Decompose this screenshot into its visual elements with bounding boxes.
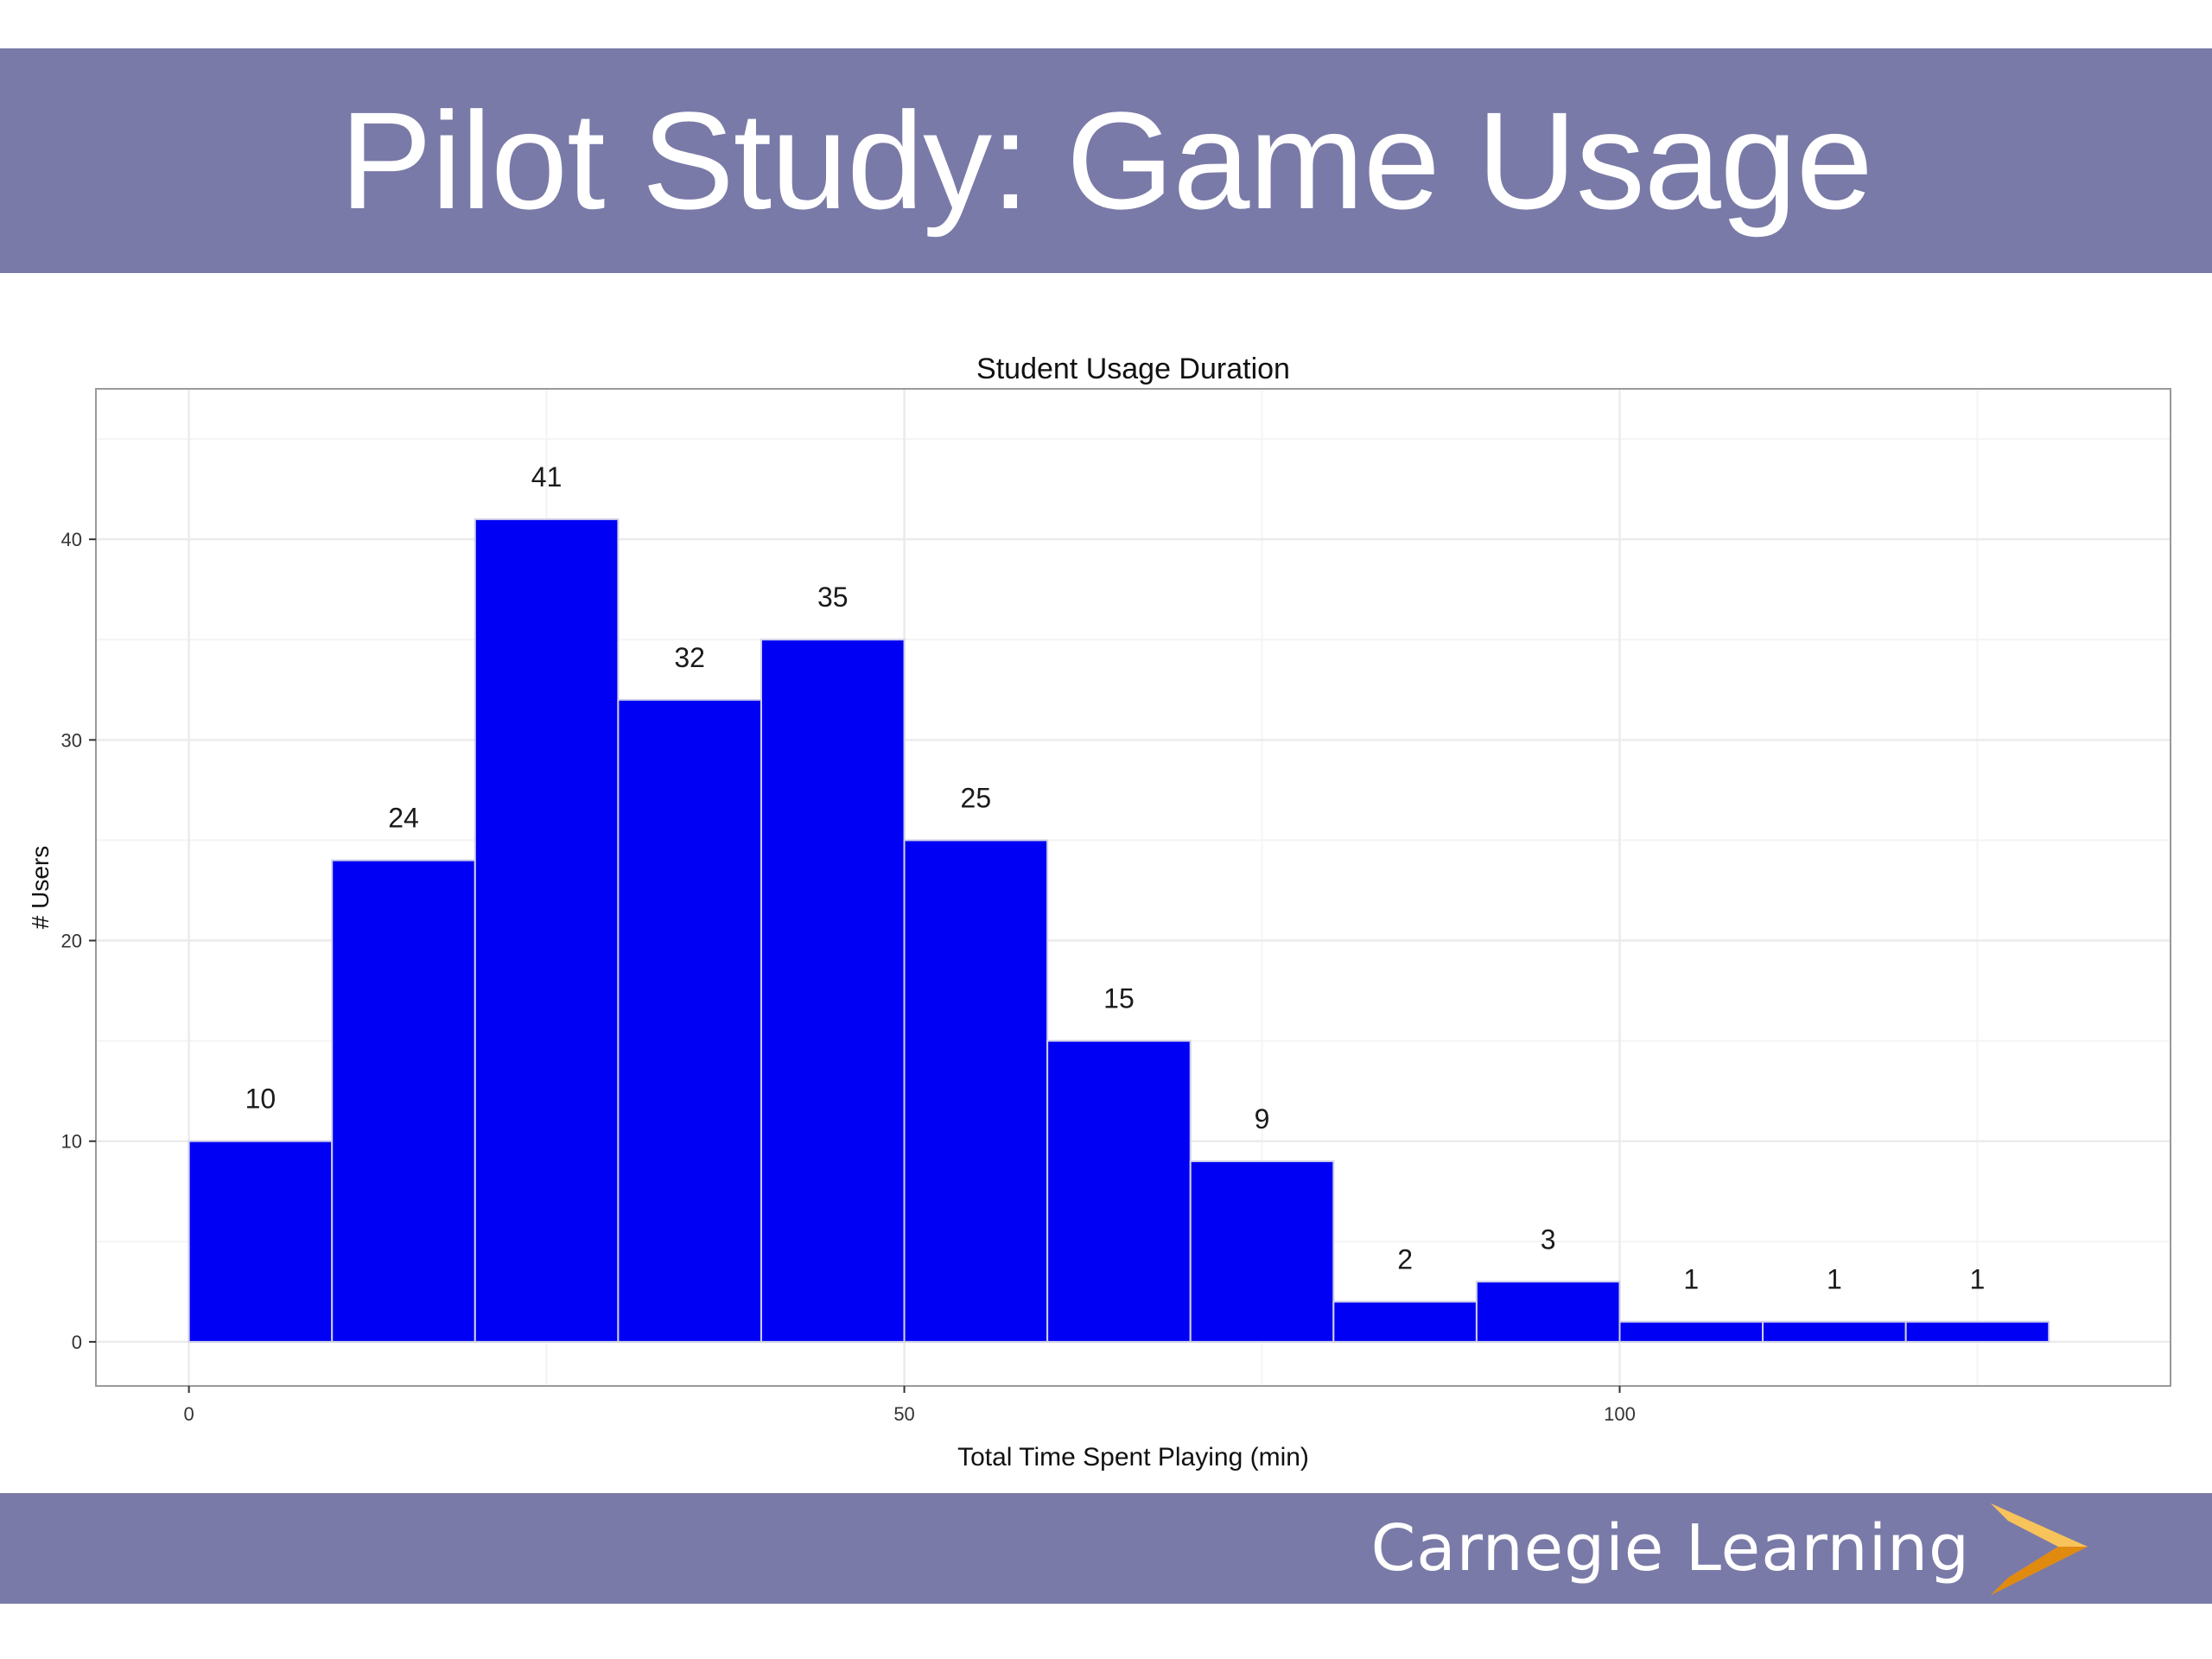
bar-value-label: 1: [1970, 1264, 1986, 1295]
x-tick-label: 50: [893, 1403, 914, 1425]
y-axis-label: # Users: [27, 846, 54, 929]
x-axis-label: Total Time Spent Playing (min): [957, 1443, 1309, 1471]
histogram-bar: [1762, 1320, 1907, 1343]
histogram-bar: [1904, 1320, 2050, 1343]
bar-value-label: 9: [1255, 1103, 1270, 1135]
bar-value-label: 15: [1103, 983, 1135, 1014]
histogram-bar: [760, 639, 906, 1343]
y-tick-label: 30: [61, 729, 82, 751]
histogram-bar: [1046, 1039, 1192, 1343]
histogram-bar: [331, 859, 476, 1343]
bar-value-label: 3: [1541, 1224, 1556, 1255]
histogram-bar: [1475, 1281, 1621, 1343]
bar-value-label: 10: [245, 1084, 276, 1115]
y-tick-label: 20: [61, 931, 82, 952]
bar-value-label: 35: [817, 582, 849, 613]
usage-histogram: 10 24 41 32 35 25 15 9 2 3 1 1 1 0 10 20 30 40 0 50 100 Stude…: [0, 328, 2212, 1486]
histogram-bar: [188, 1140, 334, 1343]
bar-value-label: 1: [1827, 1264, 1842, 1295]
plot-border: [95, 388, 2171, 1387]
footer-banner: Carnegie Learning: [0, 1493, 2212, 1604]
bar-value-label: 24: [388, 803, 419, 834]
bar-value-label: 41: [531, 461, 563, 493]
bar-value-label: 2: [1397, 1243, 1413, 1274]
chart-title: Student Usage Duration: [976, 353, 1290, 385]
histogram-bar: [1332, 1300, 1478, 1343]
histogram-bar: [1189, 1160, 1335, 1343]
y-tick-label: 10: [61, 1131, 82, 1153]
x-tick-label: 100: [1604, 1403, 1636, 1425]
histogram-bar: [903, 839, 1049, 1343]
chevron-logo-icon: [1991, 1503, 2088, 1595]
title-banner: Pilot Study: Game Usage: [0, 48, 2212, 273]
histogram-bar: [474, 518, 620, 1343]
bar-value-label: 25: [961, 782, 992, 813]
slide-title: Pilot Study: Game Usage: [340, 83, 1872, 238]
bar-value-label: 32: [674, 642, 705, 673]
y-tick-label: 0: [72, 1332, 82, 1353]
histogram-bar: [1618, 1320, 1764, 1343]
x-tick-label: 0: [184, 1403, 194, 1425]
brand-name: Carnegie Learning: [1370, 1511, 1970, 1586]
bar-value-label: 1: [1683, 1264, 1699, 1295]
y-tick-label: 40: [61, 529, 82, 550]
histogram-bar: [617, 698, 762, 1343]
